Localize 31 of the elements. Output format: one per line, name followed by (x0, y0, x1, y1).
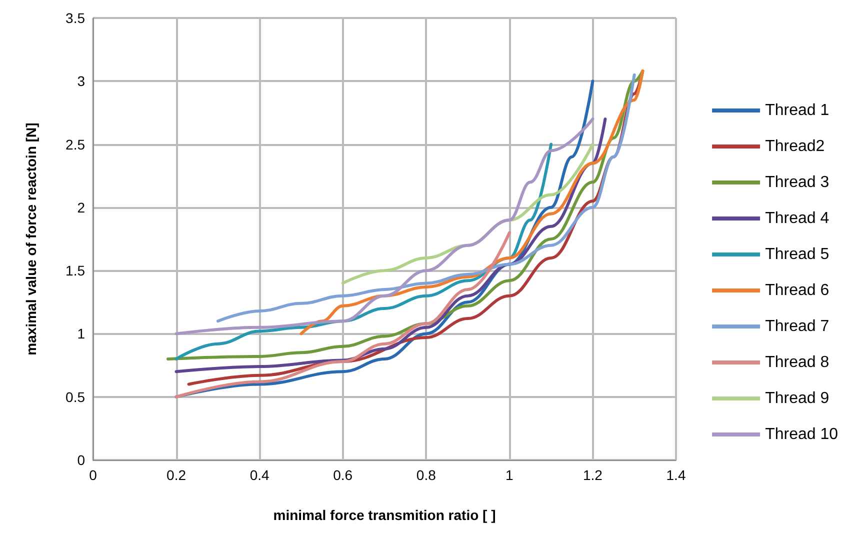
legend-label: Thread 9 (765, 390, 830, 407)
x-tick-label: 0 (89, 467, 98, 483)
legend-label: Thread 1 (765, 102, 830, 119)
legend-label: Thread2 (765, 138, 825, 155)
x-tick-label: 0.8 (416, 467, 436, 483)
legend-label: Thread 4 (765, 210, 830, 227)
legend-label: Thread 3 (765, 174, 830, 191)
x-tick-label: 0.6 (333, 467, 353, 483)
x-tick-label: 1.2 (582, 467, 603, 483)
legend-label: Thread 7 (765, 318, 830, 335)
y-tick-label: 3.5 (66, 10, 86, 26)
y-tick-label: 1.5 (66, 262, 86, 279)
y-tick-label: 2.5 (66, 136, 86, 152)
y-tick-label: 0.5 (66, 388, 86, 405)
legend-label: Thread 6 (765, 282, 830, 299)
x-tick-label: 1 (506, 467, 514, 483)
y-tick-label: 2 (77, 199, 86, 216)
x-tick-label: 0.2 (166, 467, 186, 483)
x-tick-label: 1.4 (666, 467, 686, 483)
line-series (216, 73, 636, 323)
y-tick-label: 0 (77, 452, 86, 468)
y-axis-title: maximal value of force reactoin [N] (23, 122, 39, 356)
line-series (174, 231, 511, 398)
legend-label: Thread 8 (765, 354, 830, 371)
legend-label: Thread 10 (765, 426, 838, 443)
x-axis-title: minimal force transmition ratio [ ] (273, 507, 496, 523)
line-series (174, 118, 594, 336)
x-tick-label: 0.4 (250, 467, 270, 483)
y-tick-label: 3 (77, 73, 86, 90)
legend-label: Thread 5 (765, 246, 830, 263)
y-tick-label: 1 (77, 326, 86, 342)
